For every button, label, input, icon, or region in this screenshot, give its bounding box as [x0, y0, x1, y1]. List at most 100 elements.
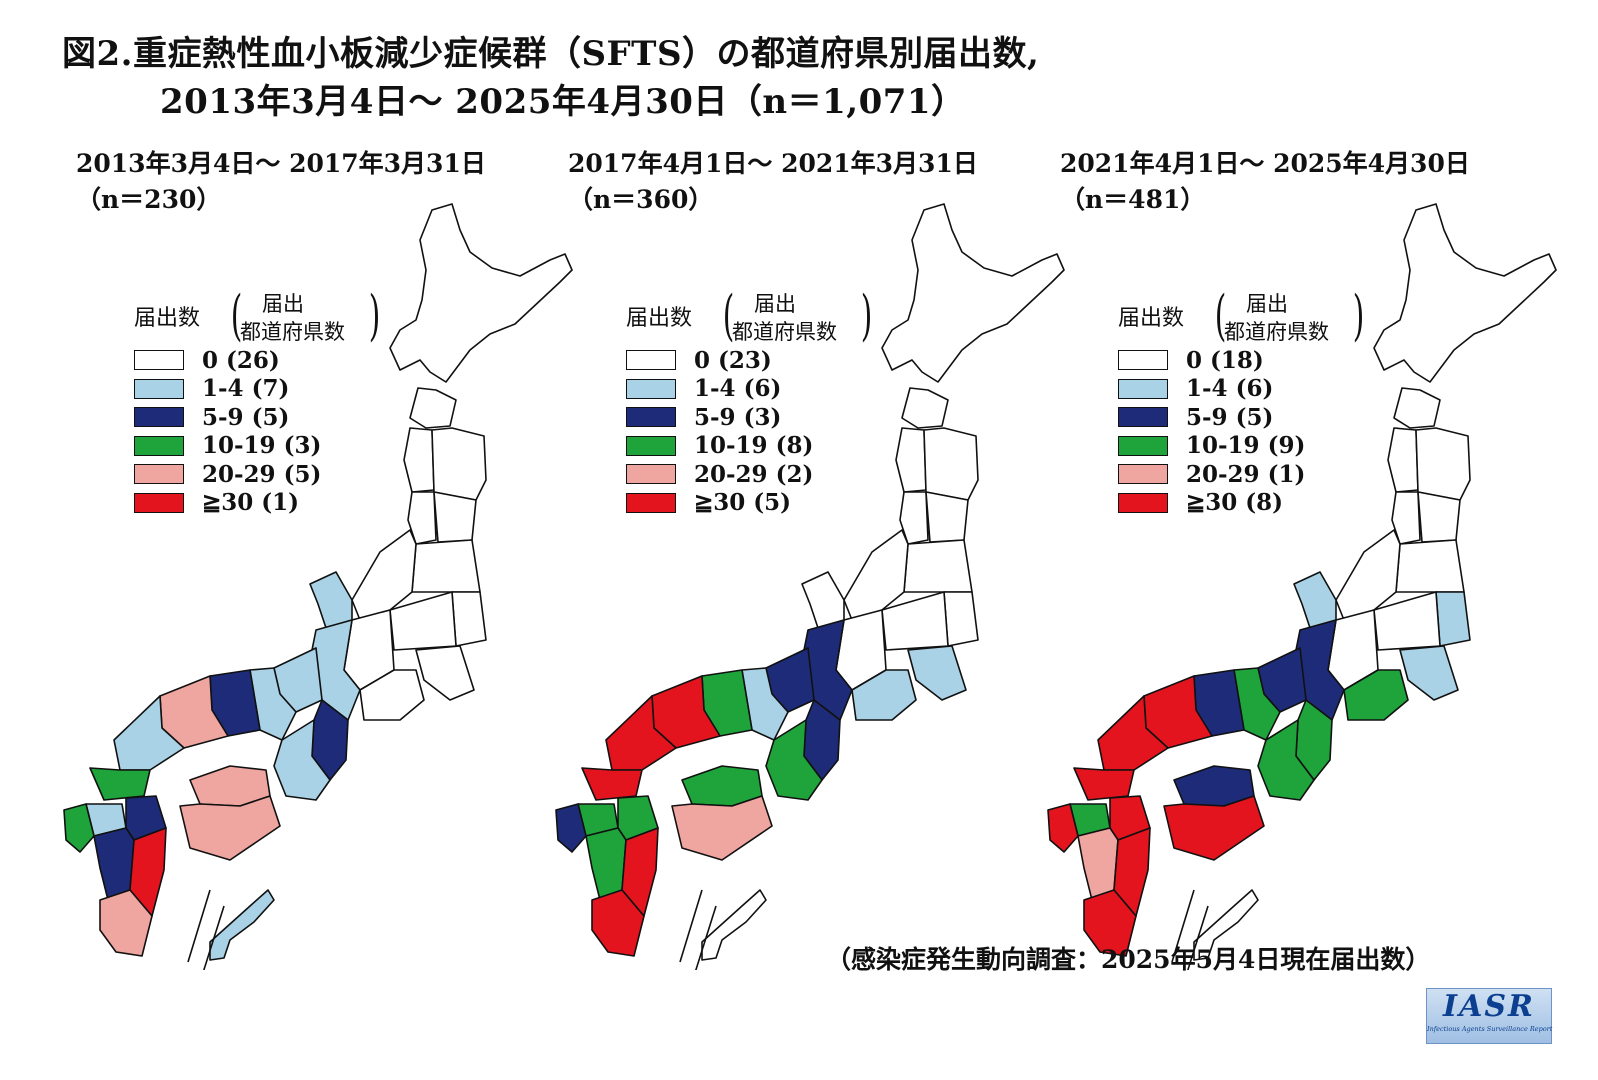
legend-subtitle-2: 都道府県数 — [732, 320, 837, 344]
legend-header: 届出数 ( 届出 都道府県数 ) — [134, 286, 394, 346]
prefecture-region-niigata — [1335, 529, 1401, 621]
legend-prefecture-count: (2) — [775, 460, 814, 488]
legend-range: 20-29 — [202, 460, 276, 488]
prefecture-region-okinawa — [209, 889, 275, 961]
legend-range: 5-9 — [1186, 403, 1228, 431]
prefecture-region-aomori — [409, 387, 457, 429]
legend-row: ≧30 (1) — [134, 489, 394, 518]
legend-range: 0 — [202, 346, 219, 374]
prefecture-region-niigata — [351, 529, 417, 621]
prefecture-region-yamaguchi — [89, 767, 151, 801]
prefecture-region-kagoshima — [1083, 889, 1137, 957]
legend-range: 10-19 — [202, 432, 276, 460]
prefecture-region-saga_nagasaki — [1047, 803, 1079, 853]
legend-row: 20-29 (1) — [1118, 460, 1378, 489]
prefecture-region-ibaraki — [1435, 591, 1471, 647]
okinawa-inset-line-2 — [695, 905, 717, 970]
legend-title: 届出数 — [1118, 306, 1185, 331]
prefecture-region-kagoshima — [99, 889, 153, 957]
prefecture-region-ibaraki — [451, 591, 487, 647]
prefecture-region-aomori — [901, 387, 949, 429]
legend-header: 届出数 ( 届出 都道府県数 ) — [1118, 286, 1378, 346]
legend-row: 5-9 (5) — [134, 403, 394, 432]
legend-subtitle-1: 届出 — [754, 292, 796, 316]
legend-range: 1-4 — [202, 375, 244, 403]
prefecture-region-miyagi — [1417, 491, 1461, 543]
map-panel-3: 2021年4月1日〜 2025年4月30日 （n＝481） 届出数 ( 届出 都… — [1044, 140, 1564, 970]
legend-prefecture-count: (18) — [1210, 346, 1264, 374]
legend-range: 20-29 — [1186, 460, 1260, 488]
prefecture-region-fukushima — [903, 539, 973, 593]
japan-choropleth-map — [1047, 203, 1557, 970]
prefecture-region-akita — [403, 427, 435, 493]
japan-choropleth-map — [63, 203, 573, 970]
prefecture-region-iwate — [1415, 427, 1471, 501]
case-count-label: （n＝230） — [76, 185, 222, 214]
legend-range: 10-19 — [694, 432, 768, 460]
okinawa-inset-line-2 — [1187, 905, 1209, 970]
legend-row: ≧30 (5) — [626, 489, 886, 518]
legend-range: ≧30 — [1186, 489, 1238, 517]
legend-range: ≧30 — [694, 489, 746, 517]
legend-range: 20-29 — [694, 460, 768, 488]
period-label: 2017年4月1日〜 2021年3月31日 — [568, 149, 978, 178]
legend-prefecture-count: (8) — [1245, 489, 1284, 517]
legend-prefecture-count: (6) — [743, 375, 782, 403]
okinawa-inset-line-1 — [187, 889, 211, 963]
prefecture-region-shikoku_s — [671, 795, 773, 861]
prefecture-region-saga_nagasaki — [63, 803, 95, 853]
prefecture-region-iwate — [923, 427, 979, 501]
legend-swatch — [134, 435, 184, 456]
legend-prefecture-count: (5) — [283, 460, 322, 488]
legend-swatch — [1118, 464, 1168, 485]
legend: 届出数 ( 届出 都道府県数 ) 0 (23) 1-4 (6) — [626, 286, 886, 517]
legend-prefecture-count: (3) — [283, 432, 322, 460]
legend-swatch — [134, 350, 184, 371]
prefecture-region-fukushima — [411, 539, 481, 593]
legend-row: 10-19 (9) — [1118, 432, 1378, 461]
legend-range: 5-9 — [694, 403, 736, 431]
prefecture-region-kumamoto — [93, 827, 135, 901]
legend-subtitle-1: 届出 — [262, 292, 304, 316]
prefecture-region-fukushima — [1395, 539, 1465, 593]
legend-swatch — [626, 435, 676, 456]
legend-close-paren: ) — [860, 284, 873, 347]
prefecture-region-ibaraki — [943, 591, 979, 647]
legend-subtitle-1: 届出 — [1246, 292, 1288, 316]
legend-range: 0 — [1186, 346, 1203, 374]
prefecture-region-niigata — [843, 529, 909, 621]
prefecture-region-yamagata — [899, 491, 929, 545]
legend-range: ≧30 — [202, 489, 254, 517]
figure-title-line1: 図2.重症熱性血小板減少症候群（SFTS）の都道府県別届出数, — [62, 34, 1040, 74]
prefecture-region-hokkaido — [881, 203, 1065, 383]
legend-range: 0 — [694, 346, 711, 374]
legend-prefecture-count: (6) — [1235, 375, 1274, 403]
legend-row: 20-29 (2) — [626, 460, 886, 489]
legend-row: 0 (23) — [626, 346, 886, 375]
prefecture-region-akita — [1387, 427, 1419, 493]
okinawa-inset-line-2 — [203, 905, 225, 970]
figure-title-line2: 2013年3月4日〜 2025年4月30日（n＝1,071） — [160, 82, 966, 122]
source-note: （感染症発生動向調査：2025年5月4日現在届出数） — [826, 945, 1431, 974]
prefecture-region-miyazaki — [129, 827, 167, 917]
legend-prefecture-count: (8) — [775, 432, 814, 460]
legend: 届出数 ( 届出 都道府県数 ) 0 (18) 1-4 (6) — [1118, 286, 1378, 517]
prefecture-region-miyazaki — [621, 827, 659, 917]
legend-prefecture-count: (1) — [1267, 460, 1306, 488]
legend-range: 1-4 — [694, 375, 736, 403]
japan-choropleth-map — [555, 203, 1065, 970]
legend-close-paren: ) — [368, 284, 381, 347]
legend-title: 届出数 — [626, 306, 693, 331]
legend-row: 10-19 (8) — [626, 432, 886, 461]
prefecture-region-yamagata — [407, 491, 437, 545]
prefecture-region-miyagi — [433, 491, 477, 543]
prefecture-region-miyagi — [925, 491, 969, 543]
legend-row: 1-4 (6) — [626, 375, 886, 404]
prefecture-region-yamanashi_shizuoka — [851, 669, 917, 721]
iasr-logo: IASR Infectious Agents Surveillance Repo… — [1426, 988, 1552, 1044]
map-panel-2: 2017年4月1日〜 2021年3月31日 （n＝360） 届出数 ( 届出 都… — [552, 140, 1072, 970]
legend-range: 1-4 — [1186, 375, 1228, 403]
prefecture-region-kumamoto — [1077, 827, 1119, 901]
okinawa-inset-line-1 — [679, 889, 703, 963]
legend-subtitle-2: 都道府県数 — [1224, 320, 1329, 344]
